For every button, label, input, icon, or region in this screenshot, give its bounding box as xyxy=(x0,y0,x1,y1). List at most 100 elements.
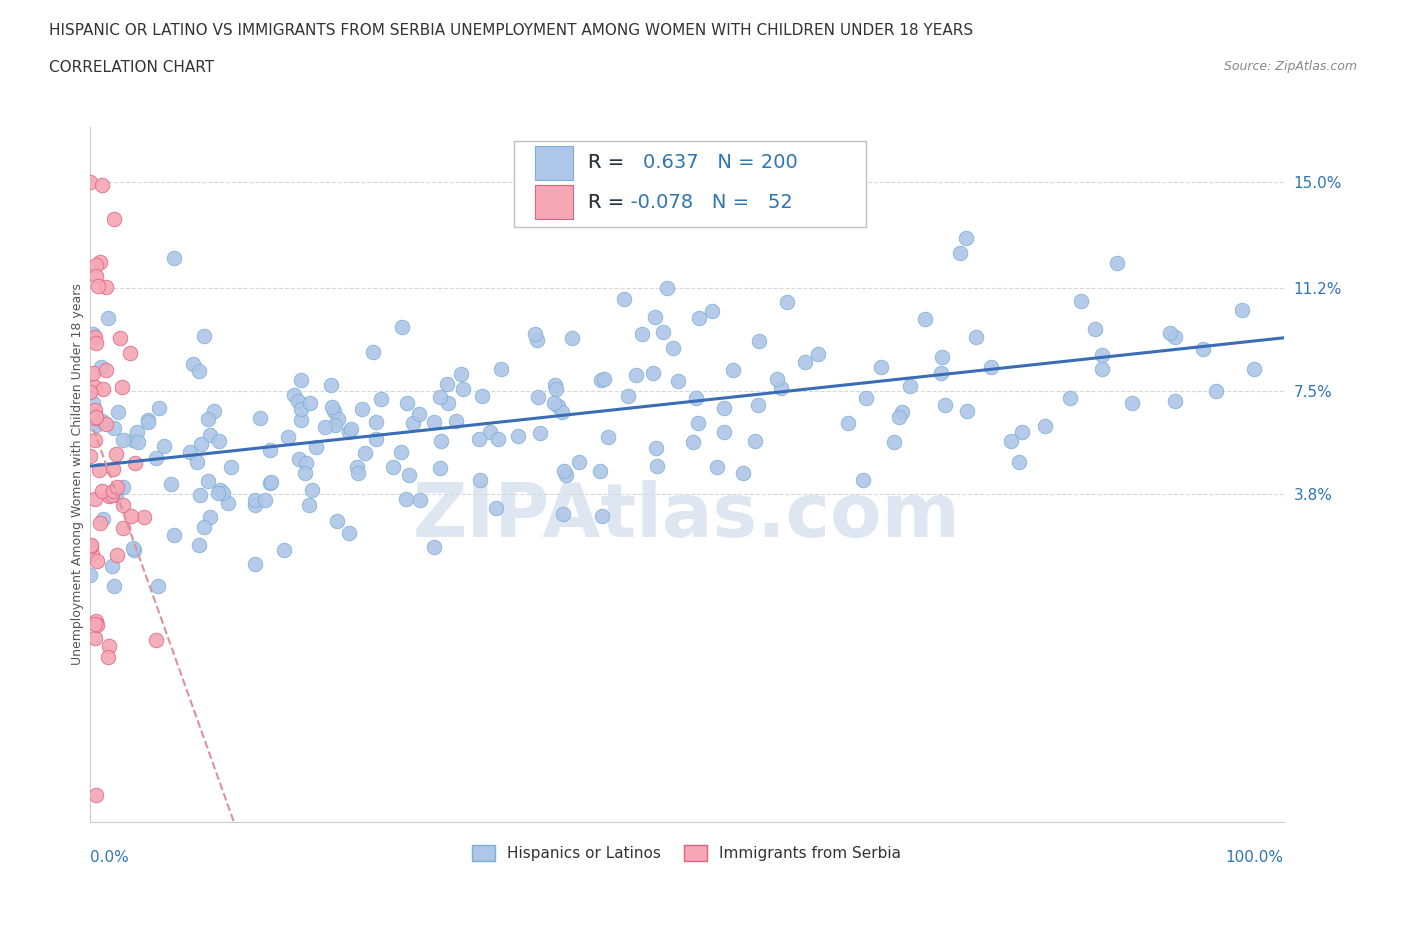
Point xyxy=(1192,341,1215,356)
Point xyxy=(188,487,211,502)
Point xyxy=(486,432,509,446)
Point xyxy=(661,340,683,355)
Point xyxy=(429,390,451,405)
Point xyxy=(645,458,668,473)
Point xyxy=(852,472,875,487)
Point xyxy=(198,428,221,443)
Point xyxy=(354,446,377,461)
Point xyxy=(688,310,710,325)
Point xyxy=(430,433,453,448)
Point xyxy=(197,474,219,489)
Point xyxy=(624,367,647,382)
Point xyxy=(84,432,107,447)
Point xyxy=(89,516,111,531)
Point xyxy=(287,393,309,408)
Point xyxy=(146,578,169,593)
Point xyxy=(84,614,107,629)
Point xyxy=(591,372,613,387)
Point xyxy=(1164,393,1187,408)
Point xyxy=(470,472,492,487)
Point xyxy=(323,418,346,432)
Point xyxy=(793,354,815,369)
Point xyxy=(84,403,107,418)
Point xyxy=(82,395,104,410)
FancyBboxPatch shape xyxy=(513,140,866,228)
Point xyxy=(588,463,610,478)
Point xyxy=(298,498,321,512)
Point xyxy=(84,409,107,424)
Text: 100.0%: 100.0% xyxy=(1226,850,1284,865)
Point xyxy=(301,483,323,498)
Point xyxy=(79,385,101,400)
Point xyxy=(685,391,707,405)
Point xyxy=(94,279,117,294)
Point xyxy=(80,538,103,553)
Text: R =: R = xyxy=(588,153,624,172)
Text: 0.0%: 0.0% xyxy=(90,850,128,865)
Point xyxy=(898,379,921,393)
Point xyxy=(340,421,363,436)
Point xyxy=(105,487,128,502)
Point xyxy=(91,512,114,526)
Point xyxy=(1033,418,1056,433)
Point xyxy=(444,414,467,429)
Point xyxy=(94,363,117,378)
Point xyxy=(450,366,472,381)
Point xyxy=(1205,384,1227,399)
Point xyxy=(193,519,215,534)
Point xyxy=(1000,433,1022,448)
Point xyxy=(366,415,388,430)
Point xyxy=(91,381,114,396)
Point xyxy=(889,409,911,424)
Point xyxy=(105,480,128,495)
Point xyxy=(145,632,167,647)
Bar xyxy=(536,185,574,219)
Text: R =   0.637   N = 200: R = 0.637 N = 200 xyxy=(588,153,797,172)
Text: HISPANIC OR LATINO VS IMMIGRANTS FROM SERBIA UNEMPLOYMENT AMONG WOMEN WITH CHILD: HISPANIC OR LATINO VS IMMIGRANTS FROM SE… xyxy=(49,23,973,38)
Point xyxy=(524,326,547,341)
Point xyxy=(84,418,107,432)
Point xyxy=(97,311,120,325)
Point xyxy=(855,391,877,405)
Point xyxy=(326,412,349,427)
Point xyxy=(83,492,105,507)
Point xyxy=(202,403,225,418)
Point xyxy=(489,362,512,377)
Point xyxy=(97,650,120,665)
Point xyxy=(127,434,149,449)
Point xyxy=(471,389,494,404)
Point xyxy=(87,279,110,294)
Point xyxy=(79,175,101,190)
Point xyxy=(207,485,229,500)
Point xyxy=(529,426,551,441)
Point xyxy=(290,372,312,387)
Point xyxy=(485,500,508,515)
Point xyxy=(423,414,446,429)
Point xyxy=(124,456,146,471)
Point xyxy=(396,395,419,410)
Point xyxy=(527,390,550,405)
Point xyxy=(429,460,451,475)
Point xyxy=(84,258,107,272)
Point xyxy=(79,448,101,463)
Point xyxy=(111,432,134,447)
Point xyxy=(436,377,458,392)
Point xyxy=(103,578,125,593)
Point xyxy=(153,438,176,453)
Point xyxy=(163,527,186,542)
Point xyxy=(350,402,373,417)
Point xyxy=(111,498,134,513)
Point xyxy=(543,395,565,410)
Point xyxy=(776,295,799,310)
Point xyxy=(837,416,859,431)
Point xyxy=(744,433,766,448)
Point xyxy=(120,509,142,524)
Point xyxy=(84,787,107,802)
Point xyxy=(748,334,770,349)
Point xyxy=(731,465,754,480)
Point xyxy=(84,329,107,344)
Point xyxy=(546,381,568,396)
Point xyxy=(101,461,124,476)
Point xyxy=(391,319,413,334)
Point xyxy=(84,617,107,631)
